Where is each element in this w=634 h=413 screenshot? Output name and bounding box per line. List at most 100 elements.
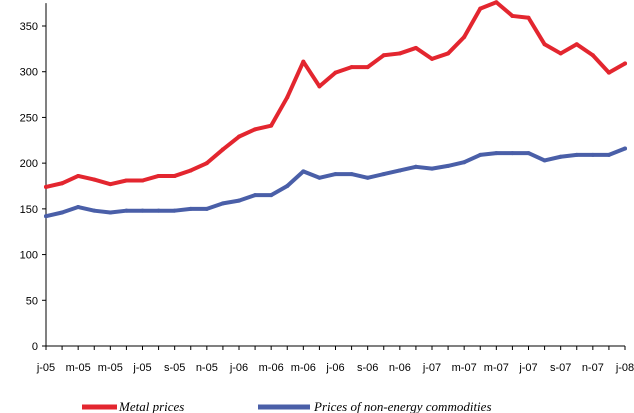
- data-point-series-1: [510, 151, 515, 156]
- data-point-series-0: [253, 127, 258, 132]
- data-point-series-0: [478, 6, 483, 11]
- data-point-series-1: [365, 175, 370, 180]
- data-point-series-0: [510, 13, 515, 18]
- x-tick-label: m-05: [66, 362, 91, 374]
- data-point-series-0: [172, 173, 177, 178]
- data-point-series-1: [220, 201, 225, 206]
- x-tick-label: j-08: [615, 362, 634, 374]
- data-point-series-0: [381, 53, 386, 58]
- data-point-series-1: [526, 151, 531, 156]
- data-point-series-0: [397, 51, 402, 56]
- data-point-series-1: [494, 151, 499, 156]
- x-tick-label: m-05: [98, 362, 123, 374]
- data-point-series-1: [204, 206, 209, 211]
- data-point-series-0: [76, 173, 81, 178]
- x-tick-label: j-06: [325, 362, 344, 374]
- y-tick-label: 350: [20, 21, 38, 33]
- data-point-series-0: [301, 59, 306, 64]
- data-point-series-0: [44, 184, 48, 189]
- data-point-series-1: [301, 169, 306, 174]
- data-point-series-1: [188, 206, 193, 211]
- data-point-series-1: [237, 198, 241, 203]
- y-tick-label: 300: [20, 67, 38, 79]
- data-point-series-0: [333, 70, 338, 75]
- x-tick-label: s-06: [357, 362, 378, 374]
- data-point-series-0: [124, 178, 129, 183]
- data-point-series-0: [285, 95, 290, 100]
- data-point-series-1: [462, 160, 467, 165]
- y-tick-label: 0: [32, 341, 38, 353]
- x-tick-label: j-07: [518, 362, 537, 374]
- data-point-series-1: [317, 175, 322, 180]
- y-tick-label: 50: [26, 295, 38, 307]
- data-point-series-1: [558, 154, 563, 159]
- x-tick-label: m-06: [291, 362, 316, 374]
- data-point-series-1: [156, 208, 161, 213]
- data-point-series-1: [108, 210, 113, 215]
- y-axis: 0 50 100 150 200 250 300 350: [20, 3, 47, 353]
- y-tick-label: 250: [20, 112, 38, 124]
- x-tick-label: j-05: [36, 362, 55, 374]
- data-point-series-1: [430, 166, 434, 171]
- data-point-series-1: [590, 152, 595, 157]
- x-tick-label: j-05: [132, 362, 151, 374]
- data-point-series-0: [413, 45, 418, 50]
- data-point-series-0: [526, 15, 531, 20]
- x-tick-label: j-06: [229, 362, 248, 374]
- data-point-series-0: [462, 34, 467, 39]
- x-tick-label: m-07: [484, 362, 509, 374]
- data-point-series-0: [430, 56, 434, 61]
- data-point-series-1: [92, 208, 97, 213]
- data-point-series-0: [140, 178, 145, 183]
- data-point-series-0: [590, 53, 595, 58]
- data-point-series-0: [558, 51, 563, 56]
- data-point-series-0: [269, 123, 274, 128]
- data-point-series-0: [365, 65, 370, 70]
- legend-label-series-0: Metal prices: [118, 399, 184, 413]
- data-point-series-0: [60, 181, 65, 186]
- data-point-series-1: [172, 208, 177, 213]
- data-point-series-1: [381, 172, 386, 177]
- data-point-series-1: [269, 193, 274, 198]
- data-point-series-0: [623, 61, 627, 66]
- legend: Metal prices Prices of non-energy commodi…: [82, 399, 492, 413]
- data-point-series-0: [204, 161, 209, 166]
- y-tick-label: 200: [20, 158, 38, 170]
- x-tick-label: m-07: [452, 362, 477, 374]
- data-point-series-0: [606, 70, 611, 75]
- x-tick-label: s-05: [164, 362, 185, 374]
- data-point-series-1: [285, 184, 290, 188]
- data-point-series-1: [76, 205, 81, 210]
- data-point-series-1: [60, 210, 65, 215]
- data-point-series-0: [188, 168, 193, 173]
- data-point-series-1: [253, 193, 258, 198]
- x-tick-label: n-05: [196, 362, 218, 374]
- data-point-series-0: [156, 173, 161, 178]
- x-tick-label: m-06: [259, 362, 284, 374]
- data-point-series-1: [349, 172, 354, 177]
- x-tick-label: s-07: [550, 362, 571, 374]
- series-lines: [44, 0, 627, 219]
- data-point-series-1: [44, 214, 48, 219]
- data-point-series-0: [220, 147, 225, 152]
- data-point-series-1: [574, 152, 579, 157]
- data-point-series-1: [478, 152, 483, 157]
- x-tick-label: n-07: [582, 362, 604, 374]
- data-point-series-0: [92, 177, 97, 182]
- data-point-series-0: [317, 84, 322, 89]
- y-tick-label: 100: [20, 250, 38, 262]
- data-point-series-0: [542, 42, 547, 47]
- data-point-series-1: [413, 164, 418, 169]
- x-axis: j-05 m-05 m-05 j-05 s-05 n-05 j-06 m-06 m-06 j-06…: [36, 345, 634, 374]
- data-point-series-1: [140, 208, 145, 213]
- data-point-series-0: [108, 182, 113, 187]
- data-point-series-1: [397, 168, 402, 173]
- data-point-series-1: [333, 172, 338, 177]
- data-point-series-0: [446, 51, 451, 56]
- legend-label-series-1: Prices of non-energy commodities: [313, 399, 492, 413]
- y-tick-label: 150: [20, 204, 38, 216]
- x-tick-label: n-06: [389, 362, 411, 374]
- data-point-series-1: [542, 158, 547, 163]
- data-point-series-1: [446, 163, 451, 168]
